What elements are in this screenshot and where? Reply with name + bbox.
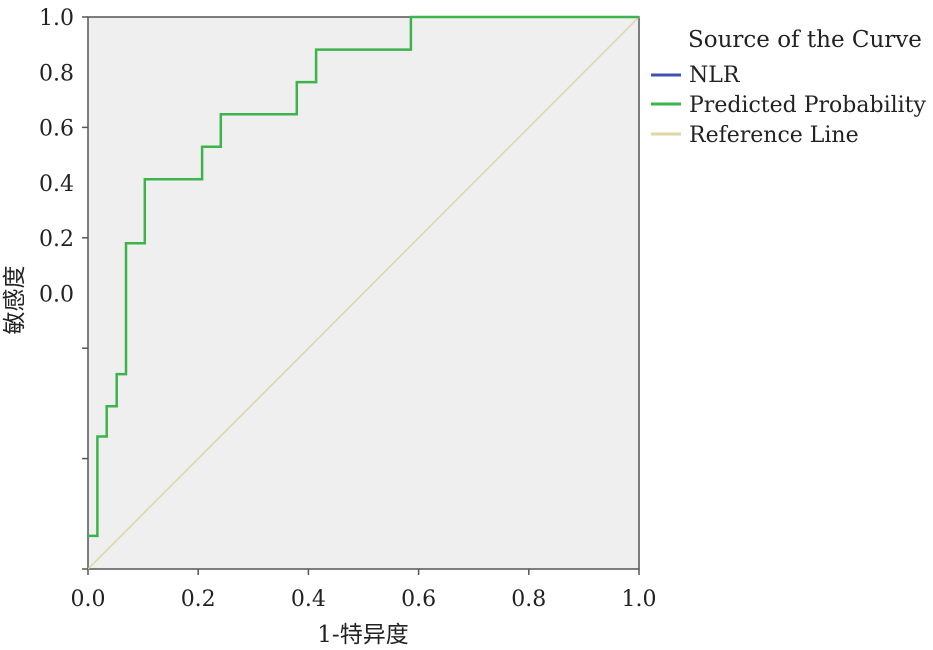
x-tick-label: 0.0 xyxy=(71,587,106,612)
y-tick-label: 0.2 xyxy=(39,227,74,252)
legend: Source of the Curve NLR Predicted Probab… xyxy=(651,27,927,148)
y-tick-label: 0.6 xyxy=(39,117,74,142)
x-tick-label: 0.4 xyxy=(291,587,326,612)
x-tick-label: 0.2 xyxy=(181,587,216,612)
x-tick-label: 1.0 xyxy=(622,587,657,612)
legend-title: Source of the Curve xyxy=(688,27,922,53)
x-tick-label: 0.8 xyxy=(511,587,546,612)
legend-label-reference-line: Reference Line xyxy=(689,123,859,148)
series-layer xyxy=(87,15,640,570)
y-tick-label: 0.8 xyxy=(39,61,74,86)
reference-line xyxy=(87,16,640,570)
legend-label-nlr: NLR xyxy=(689,63,741,88)
y-tick-label: 1.0 xyxy=(39,6,74,31)
roc-curve-predicted-probability xyxy=(88,15,639,538)
axis-layer: 0.0 0.2 0.4 0.6 0.8 1.0 1.0 0.8 0.6 0.4 0.2 0.0 xyxy=(39,6,657,612)
y-axis-label: 敏感度 xyxy=(2,266,28,335)
x-axis-label: 1-特异度 xyxy=(317,622,408,648)
x-tick-label: 0.6 xyxy=(401,587,436,612)
legend-label-predicted-probability: Predicted Probability xyxy=(689,93,927,118)
y-tick-label: 0.4 xyxy=(39,172,74,197)
y-tick-label: 0.0 xyxy=(39,283,74,308)
